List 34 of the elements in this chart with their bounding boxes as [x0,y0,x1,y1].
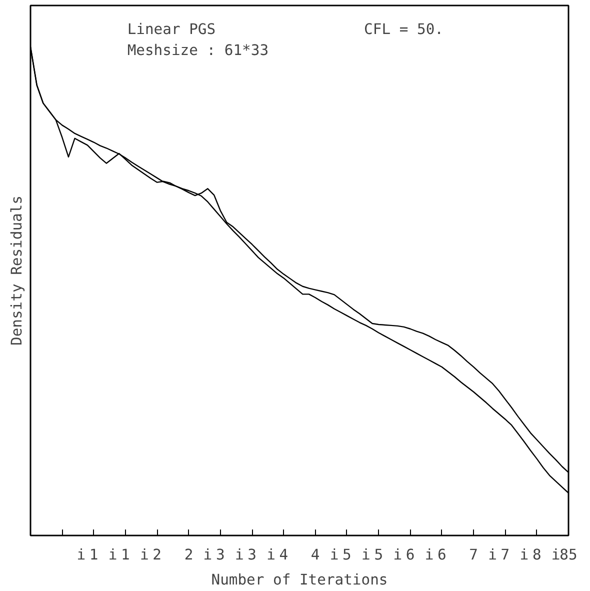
x-tick-label: i [266,546,276,564]
x-tick-label: 6 [406,546,415,564]
x-tick-label: i [362,546,370,564]
x-tick-label: 4 [279,546,288,564]
x-tick-label: i [424,546,434,564]
x-tick-label: 4 [310,546,320,564]
x-tick-label: i [234,546,244,564]
x-tick-label: i [488,546,497,564]
x-tick-label: 2 [184,546,194,564]
x-tick-label: i [520,546,529,564]
y-axis-title: Density Residuals [8,195,26,346]
annotation: Meshsize : 61*33 [127,42,269,60]
x-tick-label: i [393,546,402,564]
x-tick-label: 1 [121,546,130,564]
x-tick-label: i [203,546,212,564]
x-tick-label: 7 [469,546,478,564]
x-tick-label: 7 [500,546,510,564]
x-tick-label: 85 [560,546,578,564]
x-tick-label: 6 [438,546,446,564]
x-tick-label: 5 [374,546,384,564]
x-tick-label: i [551,546,560,564]
x-tick-label: i [140,546,149,564]
x-tick-label: i [330,546,339,564]
x-tick-label: 2 [152,546,162,564]
x-tick-label: 1 [89,546,98,564]
text: Linear PGS [127,20,216,38]
text: CFL = 50. [364,20,444,38]
x-tick-label: i [76,546,86,564]
x-tick-label: 3 [216,546,225,564]
x-tick-label: 5 [342,546,352,564]
x-tick-label: 8 [532,546,542,564]
x-tick-label: 3 [248,546,256,564]
x-tick-label: i [108,546,118,564]
x-axis-title: Number of Iterations [211,572,388,588]
